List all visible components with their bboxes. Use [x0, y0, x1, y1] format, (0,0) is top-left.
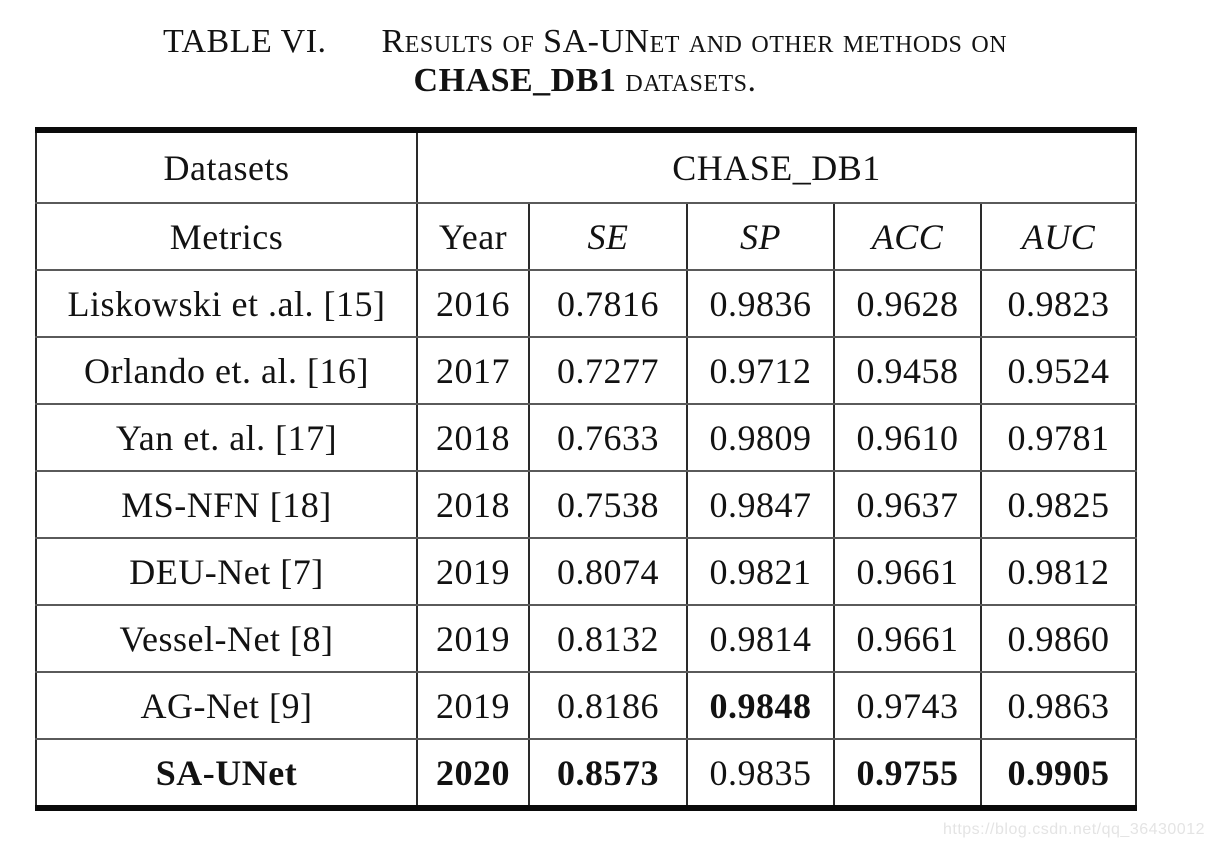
caption-text: Results of SA-UNet and other methods on [381, 23, 1008, 60]
table-row-sa-unet: SA-UNet 2020 0.8573 0.9835 0.9755 0.9905 [35, 739, 1138, 808]
dataset-name-cell: CHASE_DB1 [415, 130, 1138, 204]
metrics-label-cell: Metrics [35, 203, 418, 271]
sp-cell: 0.9848 [686, 672, 835, 740]
acc-cell: 0.9661 [833, 538, 982, 606]
auc-cell: 0.9524 [979, 337, 1138, 405]
acc-cell: 0.9755 [833, 739, 982, 808]
year-cell: 2020 [416, 739, 530, 808]
datasets-corner-cell: Datasets [35, 130, 418, 204]
results-table: Datasets CHASE_DB1 Metrics Year SE SP AC… [35, 127, 1138, 811]
method-cell: Yan et. al. [17] [35, 404, 418, 472]
table-row: DEU-Net [7] 2019 0.8074 0.9821 0.9661 0.… [35, 538, 1138, 606]
auc-cell: 0.9825 [979, 471, 1138, 539]
auc-cell: 0.9781 [979, 404, 1138, 472]
se-cell: 0.7277 [528, 337, 688, 405]
acc-cell: 0.9637 [833, 471, 982, 539]
year-cell: 2017 [416, 337, 530, 405]
method-cell: MS-NFN [18] [35, 471, 418, 539]
acc-cell: 0.9743 [833, 672, 982, 740]
method-cell: Vessel-Net [8] [35, 605, 418, 673]
se-cell: 0.8573 [528, 739, 688, 808]
column-header-sp: SP [686, 203, 835, 271]
se-cell: 0.7633 [528, 404, 688, 472]
sp-cell: 0.9712 [686, 337, 835, 405]
year-cell: 2019 [416, 672, 530, 740]
year-cell: 2016 [416, 270, 530, 338]
column-header-year: Year [416, 203, 530, 271]
sp-cell: 0.9836 [686, 270, 835, 338]
header-row-metrics: Metrics Year SE SP ACC AUC [35, 203, 1138, 271]
table-row: AG-Net [9] 2019 0.8186 0.9848 0.9743 0.9… [35, 672, 1138, 740]
table-row: Liskowski et .al. [15] 2016 0.7816 0.983… [35, 270, 1138, 338]
method-cell: AG-Net [9] [35, 672, 418, 740]
caption-datasets-word: datasets. [625, 62, 757, 99]
year-cell: 2019 [416, 605, 530, 673]
table-row: Yan et. al. [17] 2018 0.7633 0.9809 0.96… [35, 404, 1138, 472]
auc-cell: 0.9860 [979, 605, 1138, 673]
header-row-datasets: Datasets CHASE_DB1 [35, 130, 1138, 204]
year-cell: 2018 [416, 471, 530, 539]
year-cell: 2019 [416, 538, 530, 606]
column-header-acc: ACC [833, 203, 982, 271]
column-header-auc: AUC [979, 203, 1138, 271]
table-caption: TABLE VI. Results of SA-UNet and other me… [35, 22, 1135, 100]
caption-line-1: TABLE VI. Results of SA-UNet and other me… [35, 22, 1135, 61]
se-cell: 0.8132 [528, 605, 688, 673]
method-cell: SA-UNet [35, 739, 418, 808]
se-cell: 0.8074 [528, 538, 688, 606]
method-cell: DEU-Net [7] [35, 538, 418, 606]
acc-cell: 0.9458 [833, 337, 982, 405]
year-cell: 2018 [416, 404, 530, 472]
table-row: MS-NFN [18] 2018 0.7538 0.9847 0.9637 0.… [35, 471, 1138, 539]
method-cell: Liskowski et .al. [15] [35, 270, 418, 338]
sp-cell: 0.9835 [686, 739, 835, 808]
sp-cell: 0.9814 [686, 605, 835, 673]
acc-cell: 0.9610 [833, 404, 982, 472]
table-number: TABLE VI. [162, 23, 327, 60]
sp-cell: 0.9809 [686, 404, 835, 472]
table-row: Orlando et. al. [16] 2017 0.7277 0.9712 … [35, 337, 1138, 405]
acc-cell: 0.9661 [833, 605, 982, 673]
acc-cell: 0.9628 [833, 270, 982, 338]
se-cell: 0.7816 [528, 270, 688, 338]
se-cell: 0.7538 [528, 471, 688, 539]
sp-cell: 0.9821 [686, 538, 835, 606]
watermark-url: https://blog.csdn.net/qq_36430012 [942, 821, 1205, 838]
table-row: Vessel-Net [8] 2019 0.8132 0.9814 0.9661… [35, 605, 1138, 673]
auc-cell: 0.9823 [979, 270, 1138, 338]
caption-dataset-name: CHASE_DB1 [413, 62, 617, 99]
se-cell: 0.8186 [528, 672, 688, 740]
auc-cell: 0.9863 [979, 672, 1138, 740]
auc-cell: 0.9812 [979, 538, 1138, 606]
column-header-se: SE [528, 203, 688, 271]
method-cell: Orlando et. al. [16] [35, 337, 418, 405]
sp-cell: 0.9847 [686, 471, 835, 539]
auc-cell: 0.9905 [979, 739, 1138, 808]
caption-line-2: CHASE_DB1 datasets. [35, 61, 1135, 100]
